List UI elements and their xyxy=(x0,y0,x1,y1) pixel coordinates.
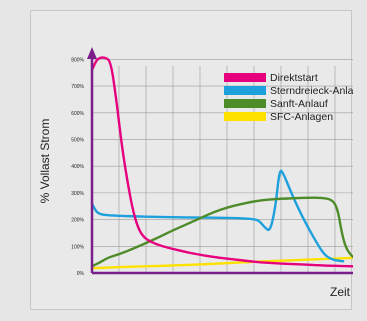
axes xyxy=(87,47,353,275)
y-tick-labels: 0% 100% 200% 300% 400% 500% 600% 700% 800% xyxy=(71,57,84,277)
y-tick-label: 700% xyxy=(71,84,84,90)
legend-swatch xyxy=(224,73,266,82)
y-tick-label: 600% xyxy=(71,111,84,117)
y-tick-label: 800% xyxy=(71,57,84,63)
line-chart: 0% 100% 200% 300% 400% 500% 600% 700% 800% % Vol… xyxy=(38,47,353,299)
legend-swatch xyxy=(224,112,266,121)
y-tick-label: 0% xyxy=(77,271,85,277)
legend: DirektstartSterndreieck-AnlaufSanft-Anla… xyxy=(224,72,353,123)
series-layer xyxy=(90,56,353,270)
y-tick-label: 300% xyxy=(71,191,84,197)
legend-label: SFC-Anlagen xyxy=(270,111,333,123)
y-tick-label: 100% xyxy=(71,244,84,250)
legend-label: Direktstart xyxy=(270,72,318,84)
chart-frame: 0% 100% 200% 300% 400% 500% 600% 700% 800% % Vol… xyxy=(30,10,353,310)
legend-swatch xyxy=(224,99,266,108)
y-axis-arrow-icon xyxy=(87,47,97,59)
legend-label: Sterndreieck-Anlauf xyxy=(270,85,353,97)
legend-swatch xyxy=(224,86,266,95)
x-axis-label: Zeit xyxy=(330,285,351,299)
y-axis-label: % Vollast Strom xyxy=(38,119,52,204)
series-line-direktstart xyxy=(90,56,353,268)
y-tick-label: 500% xyxy=(71,137,84,143)
series-line-sfc-anlagen xyxy=(90,256,353,270)
y-tick-label: 200% xyxy=(71,218,84,224)
series-line-sterndreieck-anlauf xyxy=(90,169,345,263)
y-tick-label: 400% xyxy=(71,164,84,170)
series-line-sanft-anlauf xyxy=(90,196,353,268)
legend-label: Sanft-Anlauf xyxy=(270,98,328,110)
